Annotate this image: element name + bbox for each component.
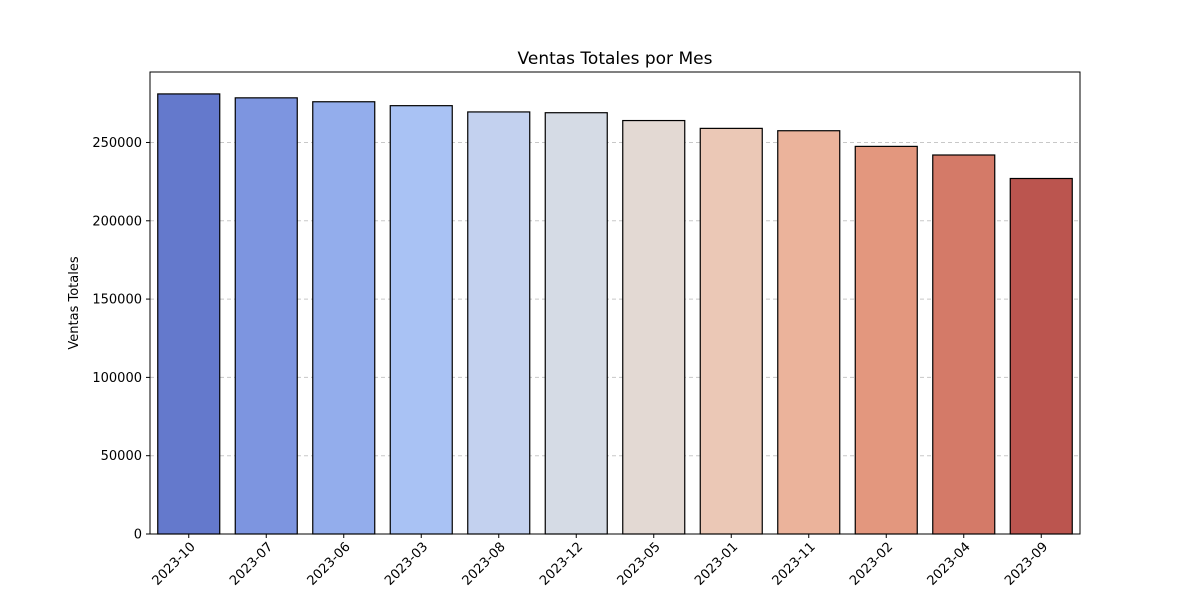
x-tick-label: 2023-03 bbox=[382, 540, 431, 589]
bar-2023-04 bbox=[932, 154, 996, 535]
bar-2023-12 bbox=[544, 112, 608, 535]
bar-2023-03 bbox=[389, 105, 453, 535]
y-axis: 0 50000 100000 150000 200000 250000 bbox=[92, 136, 150, 543]
chart-title: Ventas Totales por Mes bbox=[518, 49, 713, 69]
x-tick-label: 2023-09 bbox=[1002, 540, 1051, 589]
x-axis: 2023-10 2023-07 2023-06 2023-03 2023-08 2023-… bbox=[150, 534, 1051, 589]
bar-2023-09 bbox=[1009, 177, 1073, 535]
y-tick-label: 100000 bbox=[92, 371, 142, 386]
bar-2023-02 bbox=[854, 145, 918, 535]
y-tick-label: 200000 bbox=[92, 214, 142, 229]
x-tick-label: 2023-07 bbox=[227, 540, 276, 589]
gridlines bbox=[150, 141, 1080, 457]
bar-2023-11 bbox=[777, 130, 841, 535]
bar-2023-08 bbox=[467, 111, 531, 535]
bar-2023-05 bbox=[622, 119, 686, 535]
x-tick-label: 2023-08 bbox=[460, 540, 509, 589]
x-tick-label: 2023-06 bbox=[305, 540, 354, 589]
bar-2023-07 bbox=[234, 97, 298, 535]
y-tick-label: 50000 bbox=[101, 449, 142, 464]
x-tick-label: 2023-02 bbox=[847, 540, 896, 589]
y-tick-label: 250000 bbox=[92, 136, 142, 151]
bar-2023-10 bbox=[157, 93, 221, 535]
y-axis-label: Ventas Totales bbox=[67, 256, 82, 349]
bar-2023-01 bbox=[699, 127, 763, 535]
x-tick-label: 2023-05 bbox=[615, 540, 664, 589]
x-tick-label: 2023-10 bbox=[150, 540, 199, 589]
bars bbox=[157, 93, 1073, 535]
y-tick-label: 0 bbox=[134, 528, 142, 543]
bar-2023-06 bbox=[312, 101, 376, 535]
y-tick-label: 150000 bbox=[92, 293, 142, 308]
x-tick-label: 2023-01 bbox=[692, 540, 741, 589]
x-tick-label: 2023-12 bbox=[537, 540, 586, 589]
x-tick-label: 2023-11 bbox=[770, 540, 819, 589]
x-tick-label: 2023-04 bbox=[925, 540, 974, 589]
plot-frame bbox=[149, 71, 1081, 535]
